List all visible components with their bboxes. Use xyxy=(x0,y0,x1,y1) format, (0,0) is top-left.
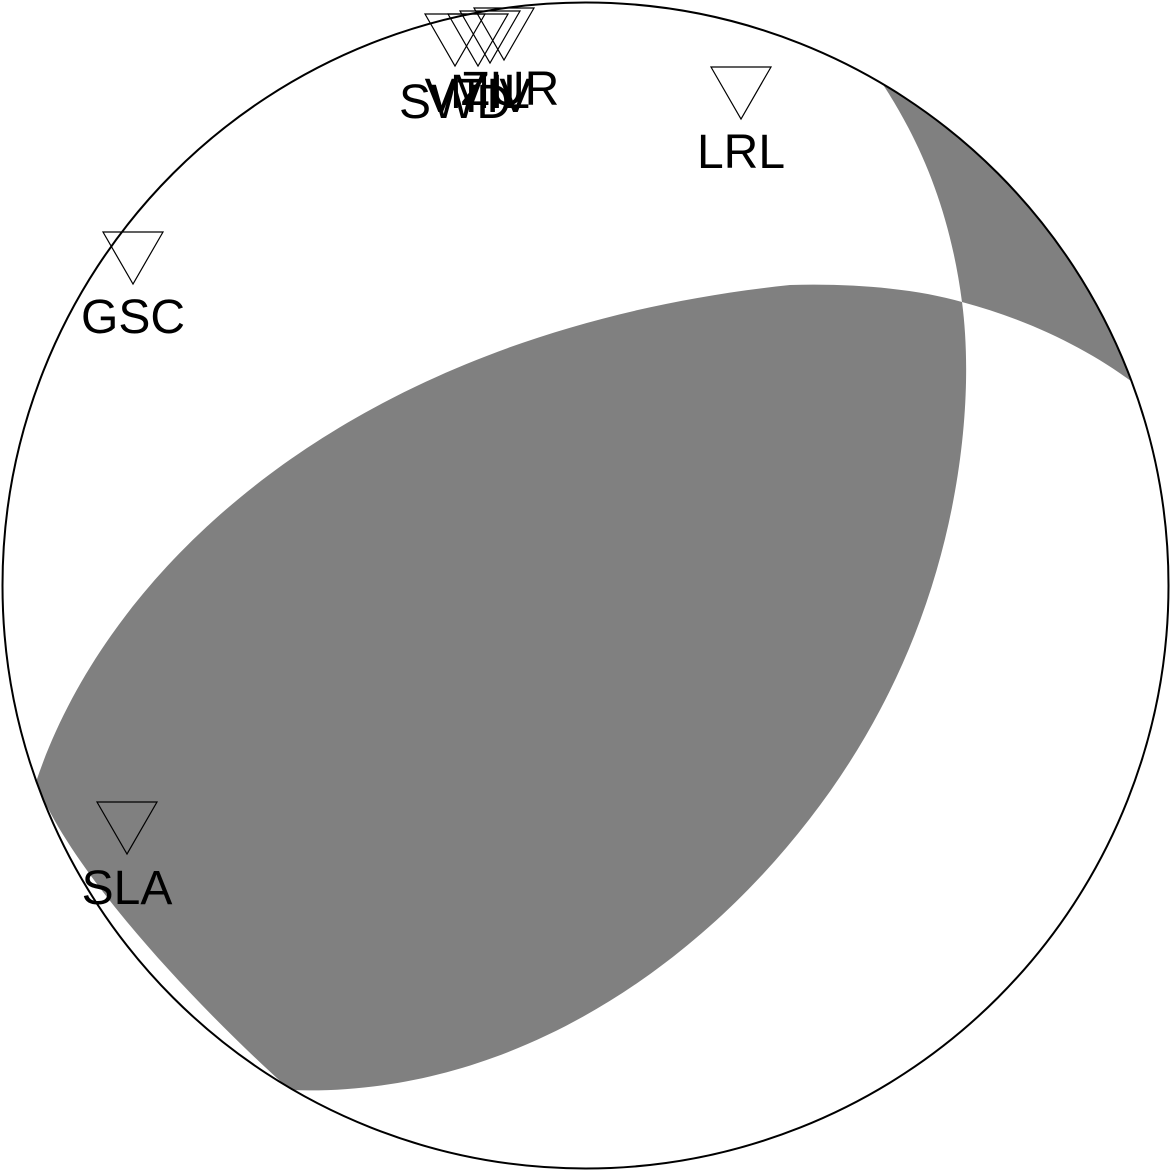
station-label: ZUR xyxy=(461,63,560,116)
station-label: LRL xyxy=(697,126,785,179)
triangle-down-icon xyxy=(709,66,773,121)
station-label: GSC xyxy=(81,291,185,344)
station-gsc: GSC xyxy=(81,231,185,344)
compressional-quadrant-main xyxy=(36,284,967,1091)
station-swd: SWD xyxy=(399,13,511,129)
triangle-down-icon xyxy=(472,7,536,62)
triangle-down-icon xyxy=(95,801,159,856)
station-mil: MIL xyxy=(450,10,530,119)
station-label: VTIV xyxy=(425,70,532,123)
station-label: SLA xyxy=(82,862,173,915)
station-label: MIL xyxy=(450,66,530,119)
compressional-quadrant-minor xyxy=(880,80,1135,384)
triangle-down-icon xyxy=(458,10,522,65)
station-lrl: LRL xyxy=(697,66,785,179)
station-sla: SLA xyxy=(82,801,173,915)
triangle-down-icon xyxy=(101,231,165,286)
station-zur: ZUR xyxy=(461,7,560,116)
station-label: SWD xyxy=(399,76,511,129)
